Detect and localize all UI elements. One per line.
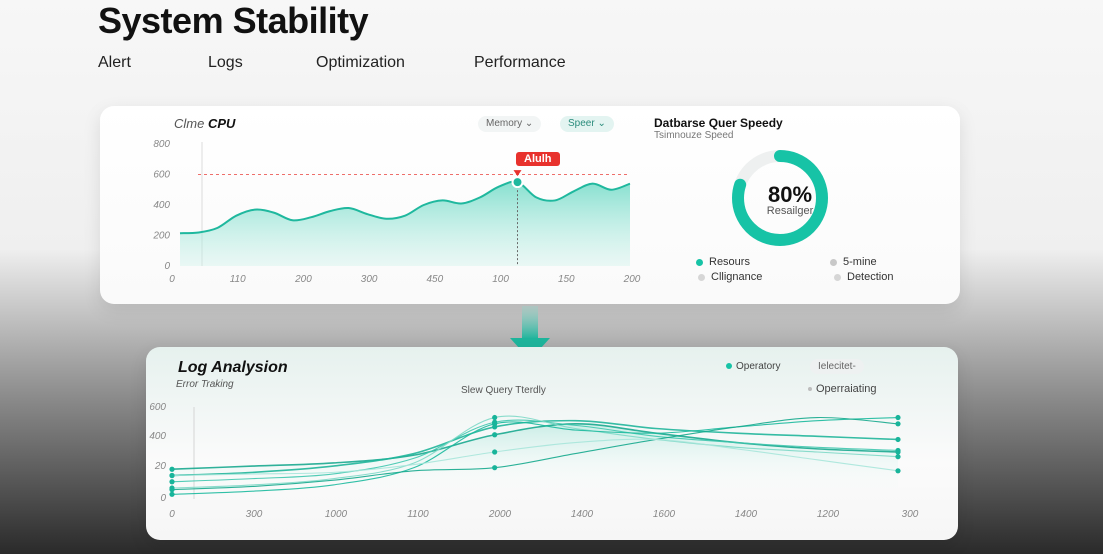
- db-speed-subtitle: Tsimnouze Speed: [654, 130, 734, 141]
- cpu-x-tick-label: 300: [361, 274, 378, 285]
- alert-point: [511, 176, 524, 189]
- speed-donut-chart: [732, 150, 828, 246]
- log-data-point: [169, 487, 175, 493]
- donut-value-arc: [732, 150, 828, 246]
- legend-dot-icon: [830, 258, 837, 266]
- log-data-point: [895, 436, 901, 443]
- log-x-tick-label: 1400: [735, 509, 758, 520]
- cpu-x-tick-label: 200: [294, 274, 312, 285]
- log-y-tick-label: 400: [149, 431, 166, 442]
- log-x-tick-label: 300: [902, 509, 919, 520]
- cpu-x-tick-label: 110: [230, 274, 246, 285]
- legend-operrating: Operraiating: [808, 383, 877, 395]
- cpu-series-line: [179, 180, 631, 235]
- log-series-line: [171, 419, 899, 477]
- log-series-line: [171, 438, 899, 477]
- log-data-point: [895, 414, 901, 421]
- cpu-title-main: CPU: [207, 116, 236, 131]
- alert-pointer-icon: [513, 170, 522, 177]
- cpu-chart-title: Clme CPU: [174, 116, 235, 131]
- alert-badge[interactable]: Alulh: [516, 152, 560, 166]
- legend-dot-icon: [696, 258, 703, 266]
- log-data-point: [492, 414, 498, 421]
- log-data-point: [169, 466, 175, 472]
- cpu-x-tick-label: 450: [427, 274, 444, 285]
- legend-dot-icon: [726, 363, 732, 370]
- log-data-point: [895, 454, 901, 460]
- legend-dot-icon: [834, 273, 841, 281]
- log-data-point: [492, 421, 498, 427]
- tab-alert[interactable]: Alert: [98, 54, 131, 71]
- cpu-title-prefix: Clme: [174, 116, 205, 131]
- speed-filter-pill[interactable]: Speer ⌄: [560, 116, 614, 132]
- db-speed-title: Datbarse Quer Speedy: [654, 116, 783, 130]
- log-series-line: [171, 419, 899, 483]
- donut-percent: 80%: [767, 182, 813, 207]
- page-title: System Stability: [98, 0, 369, 41]
- log-data-point: [492, 465, 498, 471]
- tab-performance[interactable]: Performance: [474, 54, 566, 71]
- cpu-x-tick-label: 150: [558, 274, 575, 285]
- cpu-area-chart: 800 600 400 200 0 0 110 200 300 450 100 150 200: [152, 139, 641, 285]
- legend-operatory: Operatory: [726, 361, 780, 372]
- cpu-y-tick-label: 0: [164, 261, 170, 272]
- log-x-tick-label: 1600: [653, 509, 676, 520]
- log-x-tick-label: 0: [169, 509, 175, 520]
- tab-logs[interactable]: Logs: [208, 54, 243, 71]
- log-data-point: [492, 449, 498, 455]
- log-x-tick-label: 1400: [571, 509, 594, 520]
- log-series-line: [171, 422, 899, 471]
- cpu-area-fill: [180, 181, 630, 266]
- log-x-tick-label: 1200: [817, 509, 840, 520]
- log-data-point: [169, 491, 175, 497]
- log-series-line: [171, 415, 899, 489]
- cpu-y-tick-label: 800: [153, 139, 170, 150]
- cpu-dashboard-card: Clme CPU Memory ⌄ Speer ⌄ 800 600 400 200 0 0…: [100, 106, 960, 304]
- log-data-point: [895, 468, 901, 474]
- cpu-x-tick-label: 200: [623, 274, 641, 285]
- log-x-tick-label: 1100: [407, 509, 429, 520]
- legend-item-resours: Resours: [696, 256, 750, 268]
- tab-optimization[interactable]: Optimization: [316, 54, 405, 71]
- log-chart-title: Slew Query Tterdly: [461, 385, 546, 396]
- log-x-tick-label: 1000: [325, 509, 348, 520]
- donut-label: Resailger: [766, 205, 814, 217]
- cpu-y-tick-label: 600: [153, 170, 170, 181]
- log-data-point: [169, 479, 175, 485]
- log-analysis-card: Log Analysion Error Traking Slew Query T…: [146, 347, 958, 540]
- log-y-tick-label: 0: [160, 493, 166, 504]
- legend-item-5-mine: 5-mine: [830, 256, 877, 268]
- legend-dot-icon: [698, 273, 705, 281]
- log-filter-pill[interactable]: Ielecitet-: [810, 359, 864, 374]
- cpu-y-tick-label: 200: [152, 231, 170, 242]
- log-y-tick-label: 600: [149, 402, 166, 413]
- legend-dot-icon: [808, 387, 812, 392]
- cpu-x-tick-label: 0: [169, 274, 175, 285]
- log-x-tick-label: 300: [246, 509, 263, 520]
- memory-filter-pill[interactable]: Memory ⌄: [478, 116, 542, 132]
- log-data-point: [169, 472, 175, 479]
- log-y-tick-label: 20: [154, 461, 167, 472]
- log-analysis-title: Log Analysion: [178, 359, 288, 376]
- log-data-point: [492, 432, 498, 438]
- cpu-x-tick-label: 100: [492, 274, 509, 285]
- log-analysis-subtitle: Error Traking: [176, 379, 234, 390]
- log-series-line: [171, 416, 899, 495]
- log-series-line: [171, 416, 899, 491]
- cpu-y-tick-label: 400: [153, 200, 170, 211]
- log-x-tick-label: 2000: [488, 509, 512, 520]
- log-data-point: [895, 421, 901, 427]
- legend-item-cllignance: Cllignance: [698, 271, 762, 283]
- legend-item-detection: Detection: [834, 271, 893, 283]
- log-data-point: [895, 447, 901, 454]
